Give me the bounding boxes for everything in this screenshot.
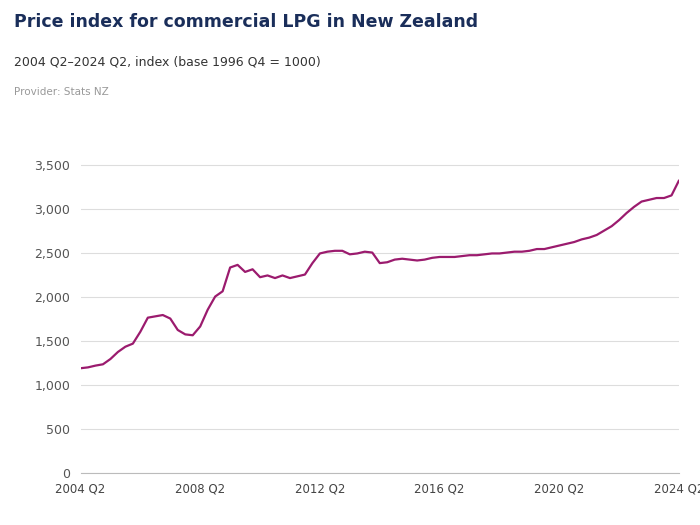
Text: Provider: Stats NZ: Provider: Stats NZ xyxy=(14,87,108,97)
Text: Price index for commercial LPG in New Zealand: Price index for commercial LPG in New Ze… xyxy=(14,13,478,31)
Text: figure.nz: figure.nz xyxy=(583,16,659,30)
Text: 2004 Q2–2024 Q2, index (base 1996 Q4 = 1000): 2004 Q2–2024 Q2, index (base 1996 Q4 = 1… xyxy=(14,55,321,68)
